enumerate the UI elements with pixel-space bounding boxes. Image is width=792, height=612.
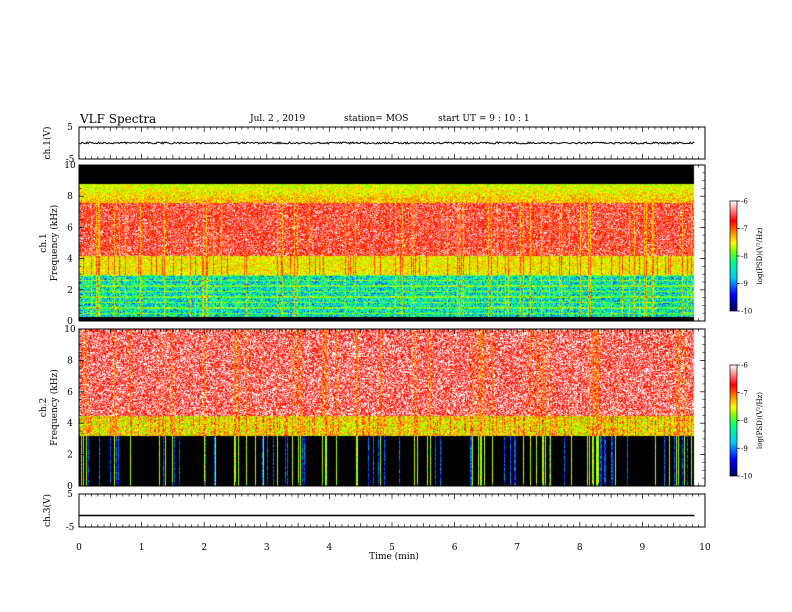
x-tick-label: 3: [264, 543, 270, 553]
y-tick-label: 10: [64, 161, 76, 171]
y-tick-label: 5: [67, 490, 73, 500]
spectrogram-ch2-spectrogram: [79, 329, 705, 486]
header-start-time: start UT = 9 : 10 : 1: [438, 114, 530, 124]
colorbar-tick-label: -8: [741, 417, 748, 425]
y-tick-label: -5: [66, 523, 75, 533]
y-axis-label-channel: ch.2: [39, 398, 49, 417]
y-tick-label: 2: [67, 286, 73, 296]
colorbar-tick-label: -6: [741, 362, 748, 370]
colorbar-tick-label: -8: [741, 253, 748, 261]
x-tick-label: 8: [577, 543, 583, 553]
y-tick-label: 10: [64, 325, 76, 335]
colorbar-ch2-spectrogram: [729, 364, 738, 477]
x-tick-label: 6: [452, 543, 458, 553]
x-axis-label: Time (min): [369, 551, 419, 562]
x-tick-label: 5: [389, 543, 395, 553]
colorbar-label: log(PSD)(V²/Hz): [756, 227, 764, 284]
spectrogram-ch1-spectrogram: [79, 165, 705, 321]
y-axis-label-frequency: Frequency (kHz): [49, 205, 60, 282]
y-tick-label: 0: [67, 482, 73, 492]
y-tick-label: 0: [67, 317, 73, 327]
x-tick-label: 9: [640, 543, 646, 553]
colorbar-tick-label: -7: [741, 389, 748, 397]
y-tick-label: 8: [67, 356, 73, 366]
x-tick-label: 7: [514, 543, 520, 553]
colorbar-tick-label: -6: [741, 198, 748, 206]
y-axis-label-ch1-waveform: ch.1(V): [42, 127, 53, 160]
colorbar-tick-label: -10: [741, 473, 752, 481]
y-tick-label: 6: [67, 223, 73, 233]
y-tick-label: 5: [67, 123, 73, 133]
x-tick-label: 1: [139, 543, 145, 553]
y-tick-label: 8: [67, 192, 73, 202]
header-title: VLF Spectra: [80, 112, 157, 126]
y-axis-label-ch3-waveform: ch.3(V): [42, 494, 53, 527]
y-axis-label-channel: ch.1: [39, 233, 49, 252]
x-tick-label: 0: [76, 543, 82, 553]
colorbar-label: log(PSD)(V²/Hz): [756, 392, 764, 449]
y-tick-label: 4: [67, 419, 73, 429]
y-axis-label-frequency: Frequency (kHz): [49, 369, 60, 446]
header-station: station= MOS: [344, 114, 409, 124]
x-tick-label: 4: [327, 543, 333, 553]
colorbar-tick-label: -9: [741, 445, 748, 453]
y-tick-label: 4: [67, 255, 73, 265]
x-tick-label: 2: [201, 543, 207, 553]
y-tick-label: -5: [66, 155, 75, 165]
colorbar-tick-label: -9: [741, 280, 748, 288]
colorbar-ch1-spectrogram: [729, 200, 738, 312]
y-tick-label: 6: [67, 388, 73, 398]
x-tick-label: 10: [699, 543, 711, 553]
colorbar-tick-label: -7: [741, 225, 748, 233]
header-date: Jul. 2 , 2019: [250, 114, 306, 124]
waveform-ch1-waveform: [78, 141, 695, 145]
colorbar-tick-label: -10: [741, 308, 752, 316]
y-tick-label: 2: [67, 451, 73, 461]
